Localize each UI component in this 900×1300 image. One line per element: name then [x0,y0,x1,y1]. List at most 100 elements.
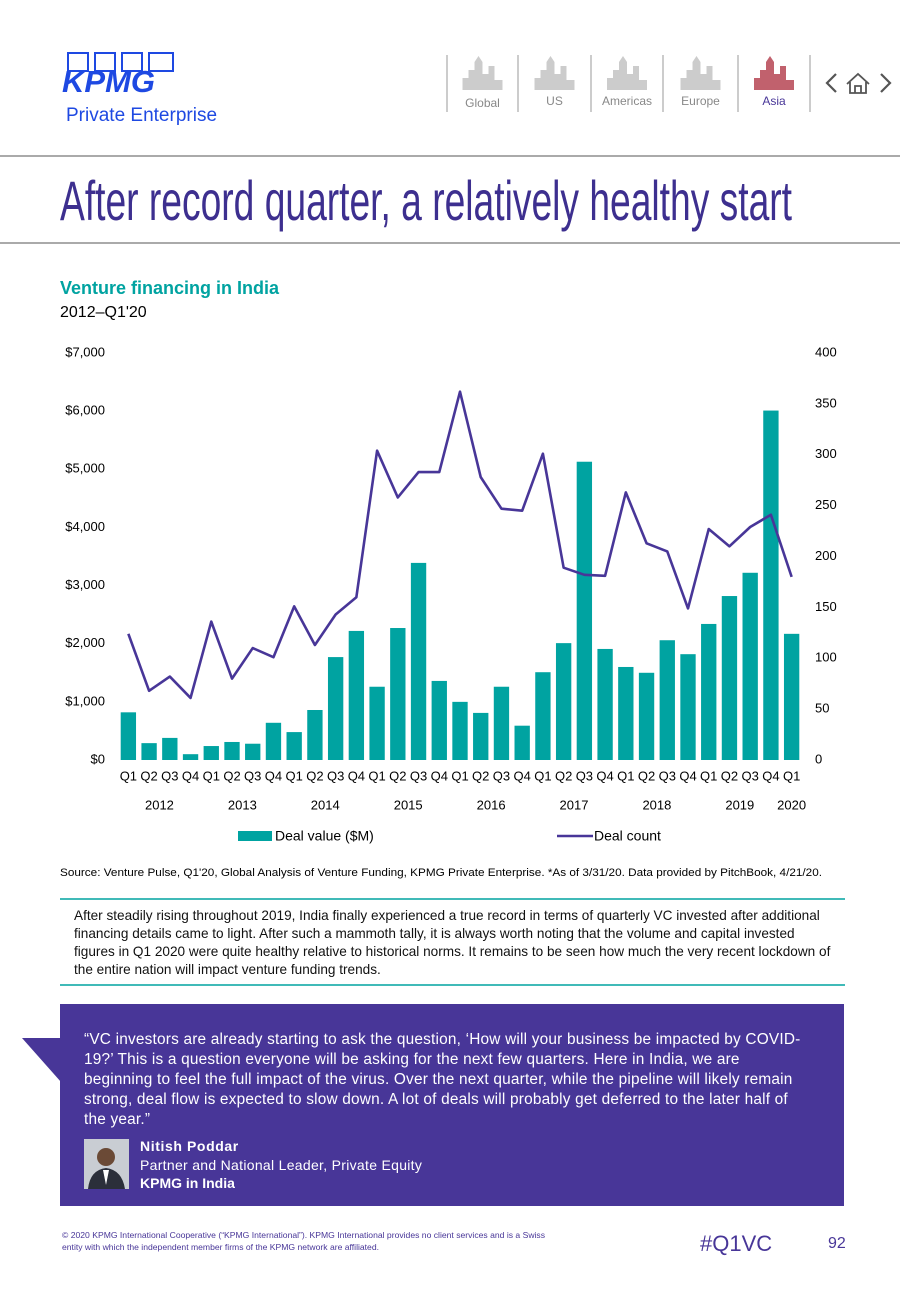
bar [659,640,675,760]
x-tick-label: Q4 [182,768,199,783]
x-tick-label: Q4 [679,768,696,783]
x-tick-label: Q3 [244,768,261,783]
skyline-icon [462,56,503,90]
x-tick-label: Q1 [700,768,717,783]
bar [327,657,344,760]
bar [369,686,385,760]
x-tick-label: Q2 [306,768,323,783]
y-tick-label: $5,000 [65,461,105,476]
x-tick-label: Q1 [203,768,220,783]
y-tick-label: $2,000 [65,635,105,650]
year-label: 2020 [777,797,806,812]
x-tick-label: Q1 [286,768,303,783]
region-tab[interactable]: Asia [754,56,794,108]
y-tick-label: $4,000 [65,519,105,534]
body-text: After steadily rising throughout 2019, I… [74,908,831,977]
y2-tick-label: 400 [815,344,837,359]
bar [618,666,634,760]
skyline-icon [607,56,647,90]
x-tick-label: Q4 [431,768,448,783]
x-tick-label: Q3 [659,768,676,783]
bar [576,461,593,760]
y2-tick-label: 0 [815,751,822,766]
y-tick-label: $1,000 [65,693,105,708]
bar [265,722,282,760]
bar [597,648,613,760]
prev-arrow[interactable] [825,73,837,93]
bar [680,654,696,760]
year-label: 2019 [725,797,754,812]
tab-label: Asia [762,94,786,108]
bar [182,754,199,760]
year-label: 2012 [145,797,174,812]
line [127,390,793,700]
x-tick-label: Q4 [348,768,365,783]
x-tick-label: Q1 [368,768,385,783]
x-tick-label: Q2 [721,768,738,783]
bar [348,630,365,760]
next-arrow[interactable] [880,73,892,93]
tab-label: Europe [681,94,720,108]
x-tick-label: Q2 [555,768,572,783]
page-number: 92 [828,1235,846,1252]
x-tick-label: Q3 [410,768,427,783]
y2-tick-label: 350 [815,395,837,410]
x-tick-label: Q3 [493,768,510,783]
x-tick-label: Q1 [783,768,800,783]
x-tick-label: Q1 [617,768,634,783]
bar [783,633,800,760]
x-tick-label: Q4 [596,768,613,783]
x-tick-label: Q2 [140,768,157,783]
y-tick-label: $3,000 [65,577,105,592]
home-icon[interactable] [846,72,870,94]
y2-tick-label: 50 [815,701,829,716]
copyright: © 2020 KPMG International Cooperative (“… [62,1230,546,1252]
y-tick-label: $6,000 [65,403,105,418]
bar [721,596,738,760]
x-tick-label: Q3 [327,768,344,783]
page-title: After record quarter, a relatively healt… [60,169,792,232]
portrait [84,1139,129,1189]
region-tab[interactable]: Americas [602,56,652,108]
region-tab[interactable]: Global [462,56,503,110]
quote-pointer [22,1038,61,1082]
year-label: 2016 [477,797,506,812]
bar [535,672,551,760]
bar [431,680,447,760]
bar [224,741,240,760]
quote-name: Nitish Poddar [140,1138,239,1154]
bar [555,643,572,760]
x-tick-label: Q4 [762,768,779,783]
x-tick-label: Q2 [389,768,406,783]
year-label: 2018 [642,797,671,812]
bar [120,712,137,760]
x-tick-label: Q2 [638,768,655,783]
x-tick-label: Q3 [161,768,178,783]
year-label: 2014 [311,797,340,812]
bar [307,709,323,760]
bar [390,628,406,760]
legend-swatch [238,831,272,841]
x-tick-label: Q4 [514,768,531,783]
bar [742,572,758,760]
year-label: 2015 [394,797,423,812]
bar [141,743,157,760]
bar [514,725,530,760]
region-tab[interactable]: US [534,56,575,108]
bar [203,746,219,760]
quote-org: KPMG in India [140,1175,235,1191]
y2-tick-label: 200 [815,548,837,563]
bar [162,737,178,760]
bar [638,672,655,760]
y-tick-label: $0 [91,751,105,766]
logo-subtitle: Private Enterprise [66,105,217,126]
year-label: 2017 [560,797,589,812]
bar [701,623,717,760]
bar [493,686,510,760]
x-tick-label: Q1 [120,768,137,783]
tab-label: US [546,94,563,108]
region-tab[interactable]: Europe [680,56,721,108]
hashtag: #Q1VC [700,1231,773,1256]
legend-label: Deal count [594,828,661,844]
